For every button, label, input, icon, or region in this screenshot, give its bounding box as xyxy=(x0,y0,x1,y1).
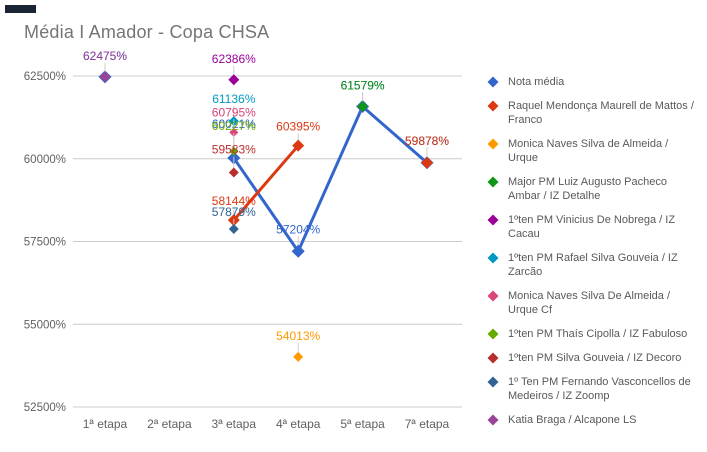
y-axis-tick-label: 55000% xyxy=(24,319,66,331)
legend-label: Raquel Mendonça Maurell de Mattos / Fran… xyxy=(508,100,694,126)
data-point-label: 59583% xyxy=(212,143,256,157)
legend-item[interactable]: Major PM Luiz Augusto Pacheco Ambar / IZ… xyxy=(487,175,699,203)
legend-diamond-icon xyxy=(487,214,499,226)
legend-label: Monica Naves Silva de Almeida / Urque xyxy=(508,138,669,164)
legend-diamond-icon xyxy=(487,138,499,150)
legend-item[interactable]: Nota média xyxy=(487,75,699,89)
legend-diamond-icon xyxy=(487,100,499,112)
x-axis-tick-label: 5ª etapa xyxy=(340,417,385,431)
data-point-marker[interactable] xyxy=(229,146,239,156)
legend-diamond-icon xyxy=(487,76,499,88)
data-point-label: 62475% xyxy=(83,49,127,63)
data-point-marker[interactable] xyxy=(229,127,239,137)
legend-diamond-icon xyxy=(487,414,499,426)
data-point-label: 62386% xyxy=(212,52,256,66)
legend-label: 1ºten PM Thaís Cipolla / IZ Fabuloso xyxy=(508,328,688,340)
data-point-marker[interactable] xyxy=(228,167,239,178)
data-point-marker[interactable] xyxy=(292,139,305,152)
data-point-label: 61136% xyxy=(212,92,255,106)
legend-label: 1ºten PM Rafael Silva Gouveia / IZ Zarcã… xyxy=(508,252,678,278)
data-point-label: 54013% xyxy=(276,329,320,343)
chart-title: Média I Amador - Copa CHSA xyxy=(24,22,270,42)
y-axis-tick-label: 60000% xyxy=(24,154,66,166)
data-point-label: 61579% xyxy=(341,78,385,92)
legend-label: 1º Ten PM Fernando Vasconcellos de Medei… xyxy=(508,376,691,402)
legend-diamond-icon xyxy=(487,252,499,264)
legend-diamond-icon xyxy=(487,176,499,188)
legend-item[interactable]: 1ºten PM Rafael Silva Gouveia / IZ Zarcã… xyxy=(487,251,699,279)
data-point-label: 57204% xyxy=(276,222,320,236)
legend-label: Nota média xyxy=(508,76,565,88)
data-point-marker[interactable] xyxy=(293,351,304,362)
y-axis-tick-label: 57500% xyxy=(24,237,66,249)
x-axis-tick-label: 3ª etapa xyxy=(212,417,257,431)
legend-label: Monica Naves Silva De Almeida / Urque Cf xyxy=(508,290,671,316)
data-point-label: 61579% xyxy=(341,78,385,92)
data-point-marker[interactable] xyxy=(228,74,240,86)
data-point-marker[interactable] xyxy=(357,100,369,112)
corner-artifact-bar xyxy=(5,5,36,13)
legend-item[interactable]: 1ºten PM Silva Gouveia / IZ Decoro xyxy=(487,351,699,365)
y-axis-tick-label: 62500% xyxy=(24,71,66,83)
x-axis-tick-label: 4ª etapa xyxy=(276,417,321,431)
legend: Nota média Raquel Mendonça Maurell de Mat… xyxy=(487,75,699,437)
data-point-marker[interactable] xyxy=(228,223,239,234)
legend-item[interactable]: 1º Ten PM Fernando Vasconcellos de Medei… xyxy=(487,375,699,403)
legend-item[interactable]: Monica Naves Silva De Almeida / Urque Cf xyxy=(487,289,699,317)
data-point-label: 60795% xyxy=(212,105,256,119)
legend-item[interactable]: 1ºten PM Thaís Cipolla / IZ Fabuloso xyxy=(487,327,699,341)
data-point-marker[interactable] xyxy=(421,156,433,169)
data-point-label: 59878% xyxy=(405,134,449,148)
legend-diamond-icon xyxy=(487,376,499,388)
legend-label: Major PM Luiz Augusto Pacheco Ambar / IZ… xyxy=(508,176,667,202)
data-point-label: 60395% xyxy=(276,120,320,134)
data-point-label: 60227% xyxy=(212,119,256,133)
x-axis-tick-label: 7ª etapa xyxy=(405,417,450,431)
legend-diamond-icon xyxy=(487,328,499,340)
legend-label: 1ºten PM Vinicius De Nobrega / IZ Cacau xyxy=(508,214,676,240)
data-point-label: 59878% xyxy=(405,134,449,148)
legend-label: Katia Braga / Alcapone LS xyxy=(508,414,637,426)
series-line xyxy=(232,144,300,222)
x-axis-tick-label: 2ª etapa xyxy=(147,417,192,431)
x-axis-tick-label: 1ª etapa xyxy=(83,417,128,431)
legend-label: 1ºten PM Silva Gouveia / IZ Decoro xyxy=(508,352,682,364)
series-line xyxy=(232,104,428,255)
legend-item[interactable]: 1ºten PM Vinicius De Nobrega / IZ Cacau xyxy=(487,213,699,241)
y-axis-tick-label: 52500% xyxy=(24,402,66,414)
data-point-label: 57879% xyxy=(212,205,256,219)
legend-diamond-icon xyxy=(487,352,499,364)
legend-diamond-icon xyxy=(487,290,499,302)
legend-item[interactable]: Monica Naves Silva de Almeida / Urque xyxy=(487,137,699,165)
data-point-label: 58144% xyxy=(212,194,256,208)
data-point-marker[interactable] xyxy=(291,244,305,258)
data-point-marker[interactable] xyxy=(99,71,111,83)
data-point-label: 62475% xyxy=(83,49,127,63)
legend-item[interactable]: Katia Braga / Alcapone LS xyxy=(487,413,699,427)
legend-item[interactable]: Raquel Mendonça Maurell de Mattos / Fran… xyxy=(487,99,699,127)
